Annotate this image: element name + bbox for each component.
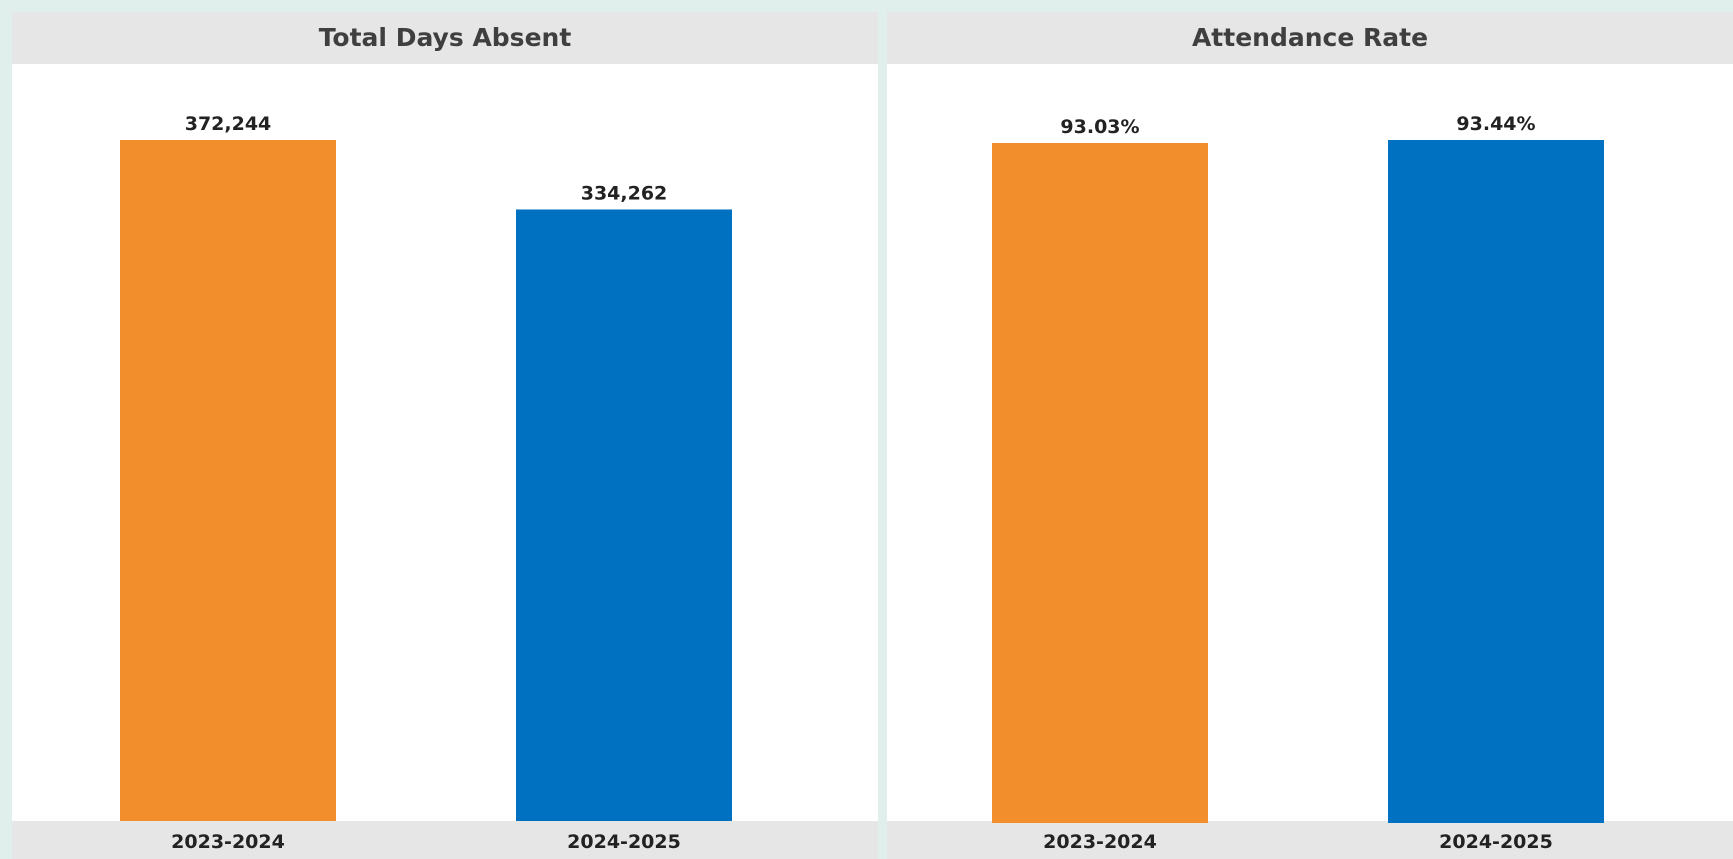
bar-chart-total-days-absent: 372,244 2023-2024 334,262 2024-2025: [120, 113, 732, 853]
chart-title: Total Days Absent: [12, 12, 878, 64]
x-tick-label: 2024-2025: [1439, 831, 1553, 853]
data-label: 372,244: [185, 113, 272, 135]
bar-2024-2025[interactable]: [1388, 140, 1604, 823]
x-axis-band: [12, 821, 878, 859]
x-axis-band: [887, 821, 1733, 859]
x-tick-label: 2024-2025: [567, 831, 681, 853]
data-label: 334,262: [581, 182, 668, 204]
x-tick-label: 2023-2024: [1043, 831, 1157, 853]
chart-title: Attendance Rate: [887, 12, 1733, 64]
bar-2023-2024[interactable]: [120, 140, 336, 821]
data-label: 93.44%: [1456, 113, 1535, 135]
chart-panel-attendance-rate: Attendance Rate 93.03% 2023-2024 93.44% 202…: [887, 12, 1733, 859]
chart-panel-total-days-absent: Total Days Absent 372,244 2023-2024 334,26…: [12, 12, 878, 859]
x-tick-label: 2023-2024: [171, 831, 285, 853]
bar-2024-2025[interactable]: [516, 209, 732, 822]
bar-chart-attendance-rate: 93.03% 2023-2024 93.44% 2024-2025: [992, 113, 1604, 853]
bar-2023-2024[interactable]: [992, 142, 1208, 823]
data-label: 93.03%: [1060, 116, 1139, 138]
